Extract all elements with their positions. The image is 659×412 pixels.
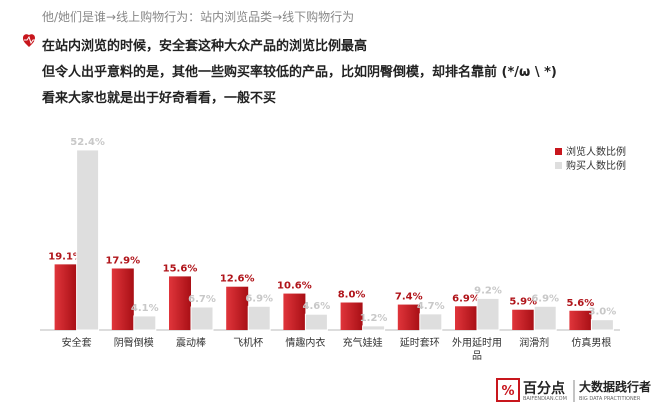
x-tick-label: 震动棒 <box>176 338 206 349</box>
value-label: 12.6% <box>220 274 255 285</box>
pulse-icon <box>24 35 36 45</box>
x-tick-label: 情趣内衣 <box>285 338 326 349</box>
bar <box>169 276 191 330</box>
x-tick-label: 仿真男根 <box>571 338 612 349</box>
bar <box>283 293 306 330</box>
subtitle: 他/她们是谁→线上购物行为：站内浏览品类→线下购物行为 <box>42 10 355 24</box>
bar <box>133 315 157 331</box>
bar <box>226 286 249 330</box>
logo-slogan-en: BIG DATA PRACTITIONER <box>579 396 641 402</box>
value-label: 4.1% <box>131 303 159 314</box>
value-label: 8.0% <box>338 290 366 301</box>
bar <box>54 264 77 330</box>
value-label: 5.9% <box>509 297 537 308</box>
value-label: 6.9% <box>452 293 480 304</box>
bar <box>590 319 614 331</box>
value-label: 5.6% <box>567 298 595 309</box>
x-tick-label: 外用延时用品 <box>452 338 502 362</box>
value-label: 4.7% <box>417 301 445 312</box>
value-label: 52.4% <box>70 137 105 148</box>
logo-name: 百分点 <box>523 381 565 397</box>
value-label: 1.2% <box>360 313 388 324</box>
bar <box>304 313 328 331</box>
logo-site: BAIFENDIAN.COM <box>523 396 567 402</box>
x-tick-label: 延时套环 <box>399 338 440 349</box>
bar <box>362 325 386 331</box>
annotation: 在站内浏览的时候，安全套这种大众产品的浏览比例最高 <box>42 39 368 54</box>
value-label: 6.7% <box>188 294 216 305</box>
bar <box>397 304 420 330</box>
value-label: 4.6% <box>303 301 331 312</box>
value-label: 6.9% <box>245 293 273 304</box>
x-tick-label: 润滑剂 <box>519 338 550 349</box>
logo-glyph: % <box>501 384 514 399</box>
value-label: 15.6% <box>163 263 198 274</box>
value-label: 9.2% <box>474 285 502 296</box>
bar <box>476 297 500 331</box>
bar <box>569 310 592 330</box>
annotation: 看来大家也就是出于好奇看看，一般不买 <box>42 91 277 106</box>
bar <box>419 313 443 331</box>
bar <box>76 149 100 331</box>
legend-label: 浏览人数比例 <box>566 145 626 158</box>
bar <box>455 306 477 330</box>
x-tick-label: 飞机杯 <box>233 338 264 349</box>
bar <box>340 302 363 330</box>
value-label: 17.9% <box>105 255 140 266</box>
logo-slogan: 大数据践行者 <box>579 380 652 394</box>
logo-icon <box>496 378 520 402</box>
x-tick-label: 充气娃娃 <box>342 338 383 349</box>
legend-swatch <box>555 162 562 169</box>
x-tick-label: 安全套 <box>61 338 92 349</box>
bar <box>111 268 134 330</box>
bar <box>247 305 271 331</box>
value-label: 19.1% <box>48 251 83 262</box>
value-label: 3.0% <box>589 307 617 318</box>
bar <box>512 309 535 330</box>
heart-icon <box>22 34 36 47</box>
legend-label: 购买人数比例 <box>566 159 626 172</box>
value-label: 6.9% <box>531 293 559 304</box>
legend-swatch <box>555 148 562 155</box>
annotation: 但令人出乎意料的是，其他一些购买率较低的产品，比如阴臀倒模，却排名靠前 (*/ω… <box>42 65 557 80</box>
value-label: 10.6% <box>277 281 312 292</box>
x-tick-label: 阴臀倒模 <box>113 338 154 349</box>
value-label: 7.4% <box>395 292 423 303</box>
bar <box>533 305 557 331</box>
bar <box>190 306 214 331</box>
